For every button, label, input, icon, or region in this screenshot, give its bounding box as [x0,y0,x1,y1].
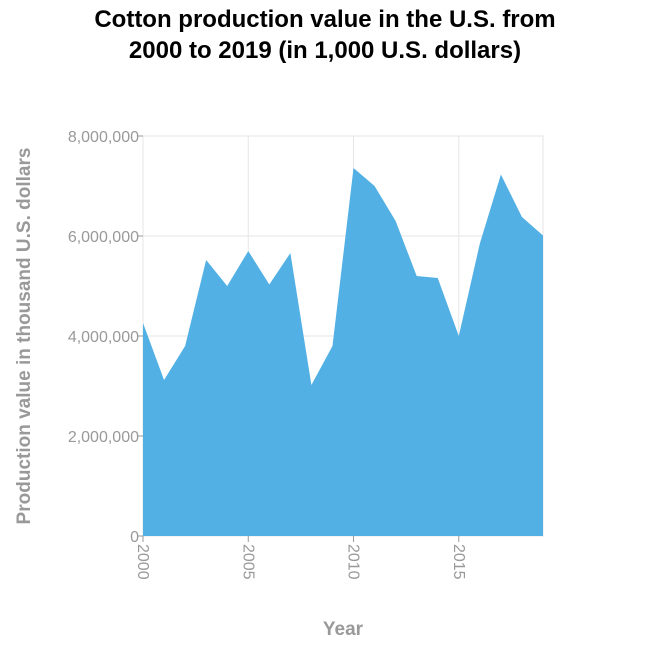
y-tick-label: 2,000,000 [68,429,139,446]
y-tick-label: 6,000,000 [68,229,139,246]
y-axis-label: Production value in thousand U.S. dollar… [14,148,35,525]
y-tick-label: 8,000,000 [68,129,139,146]
chart-title: Cotton production value in the U.S. from… [0,4,650,66]
area-fill [143,168,543,536]
x-tick-label: 2010 [345,544,362,580]
y-tick-label: 4,000,000 [68,329,139,346]
area-series [143,168,543,536]
x-tick-label: 2000 [134,544,151,580]
y-axis-ticks: 0 2,000,000 4,000,000 6,000,000 8,000,000 [68,129,143,546]
chart-title-line-1: Cotton production value in the U.S. from [94,6,556,33]
x-tick-label: 2005 [239,544,256,580]
y-tick-label: 0 [130,529,139,546]
x-tick-label: 2015 [450,544,467,580]
chart-title-line-2: 2000 to 2019 (in 1,000 U.S. dollars) [128,37,522,64]
x-axis-ticks: 2000 2005 2010 2015 [134,536,467,580]
x-axis-label: Year [323,619,364,640]
